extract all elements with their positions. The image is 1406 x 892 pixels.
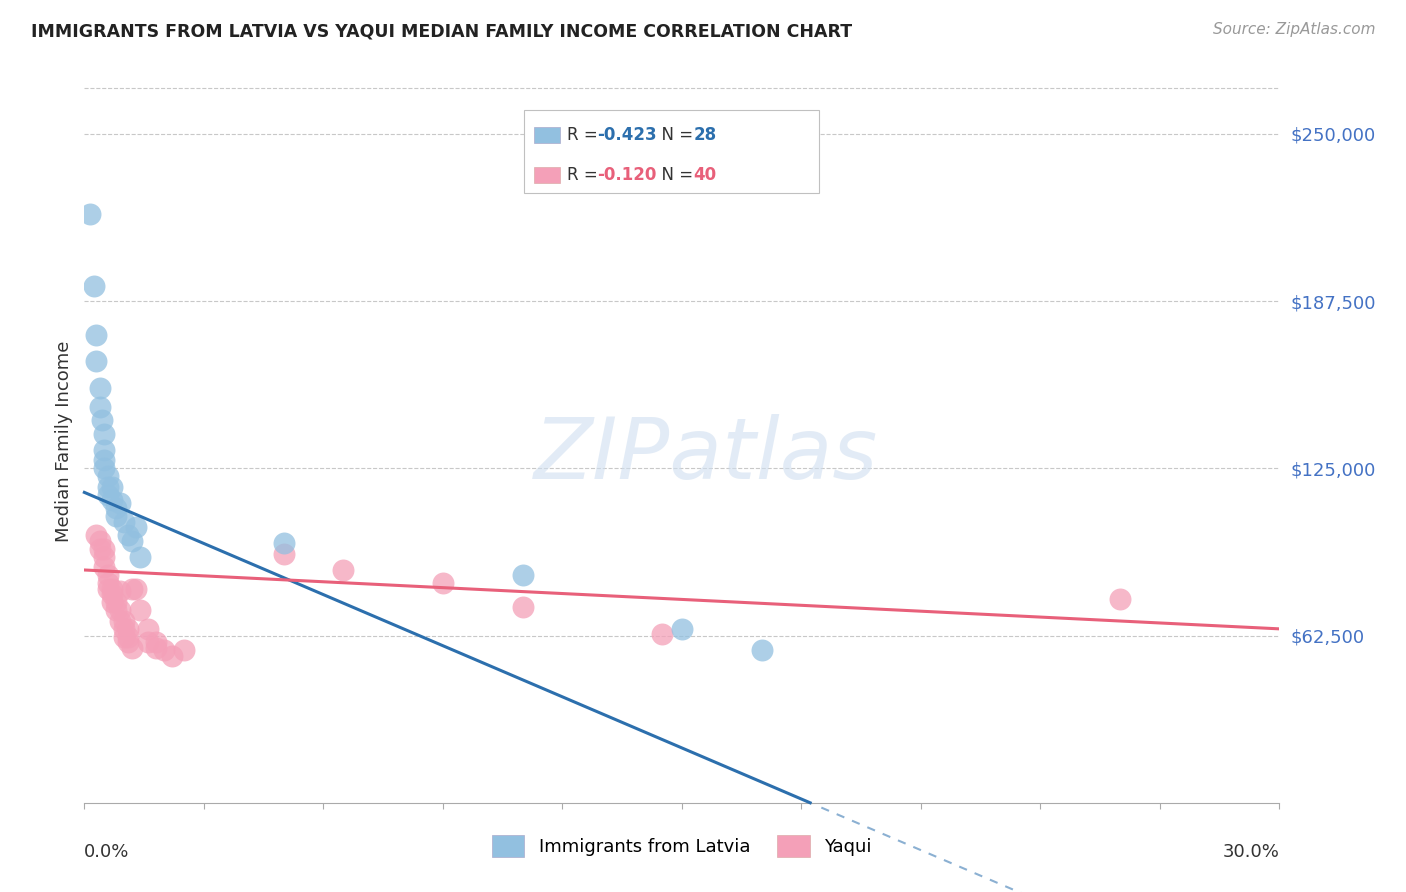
Text: N =: N =	[651, 166, 699, 184]
Point	[432, 576, 454, 591]
Point	[332, 563, 354, 577]
Point	[117, 528, 139, 542]
Point	[112, 515, 135, 529]
Point	[129, 603, 152, 617]
Point	[93, 560, 115, 574]
Point	[93, 549, 115, 564]
Text: N =: N =	[651, 126, 699, 145]
Point	[110, 614, 132, 628]
Point	[97, 582, 120, 596]
Text: 30.0%: 30.0%	[1223, 843, 1279, 861]
Point	[117, 630, 139, 644]
Point	[97, 480, 120, 494]
Text: 28: 28	[693, 126, 716, 145]
Point	[125, 582, 148, 596]
Point	[129, 549, 152, 564]
Point	[101, 587, 124, 601]
Point	[112, 630, 135, 644]
Point	[86, 354, 108, 368]
Point	[89, 381, 111, 395]
Point	[105, 501, 128, 516]
Point	[97, 576, 120, 591]
Point	[93, 426, 115, 441]
Point	[101, 595, 124, 609]
Text: R =: R =	[567, 126, 603, 145]
Text: IMMIGRANTS FROM LATVIA VS YAQUI MEDIAN FAMILY INCOME CORRELATION CHART: IMMIGRANTS FROM LATVIA VS YAQUI MEDIAN F…	[31, 22, 852, 40]
Point	[89, 541, 111, 556]
Point	[101, 480, 124, 494]
Point	[97, 488, 120, 502]
Point	[89, 533, 111, 548]
Point	[89, 400, 111, 414]
Point	[93, 453, 115, 467]
Point	[110, 496, 132, 510]
Point	[112, 614, 135, 628]
Point	[97, 568, 120, 582]
Point	[101, 493, 124, 508]
Point	[105, 603, 128, 617]
Point	[145, 635, 167, 649]
Point	[121, 582, 143, 596]
Point	[751, 643, 773, 657]
Point	[136, 635, 159, 649]
Text: -0.120: -0.120	[598, 166, 657, 184]
Point	[110, 584, 132, 599]
Point	[121, 640, 143, 655]
Point	[117, 635, 139, 649]
Point	[79, 207, 101, 221]
Point	[91, 413, 114, 427]
Text: ZIPatlas: ZIPatlas	[534, 415, 877, 498]
Point	[160, 648, 183, 663]
Point	[153, 643, 176, 657]
Y-axis label: Median Family Income: Median Family Income	[55, 341, 73, 542]
Point	[671, 622, 693, 636]
Point	[93, 461, 115, 475]
Point	[101, 582, 124, 596]
Point	[93, 442, 115, 457]
Text: -0.423: -0.423	[598, 126, 657, 145]
Point	[651, 627, 673, 641]
Legend: Immigrants from Latvia, Yaqui: Immigrants from Latvia, Yaqui	[482, 826, 882, 866]
Point	[86, 327, 108, 342]
Point	[110, 603, 132, 617]
Point	[105, 595, 128, 609]
Point	[93, 541, 115, 556]
Point	[512, 600, 534, 615]
Point	[105, 509, 128, 524]
Point	[273, 547, 295, 561]
Point	[121, 533, 143, 548]
Text: 0.0%: 0.0%	[84, 843, 129, 861]
Point	[173, 643, 195, 657]
Point	[112, 622, 135, 636]
Text: Source: ZipAtlas.com: Source: ZipAtlas.com	[1212, 22, 1375, 37]
Point	[125, 520, 148, 534]
Point	[117, 622, 139, 636]
Text: R =: R =	[567, 166, 603, 184]
Point	[145, 640, 167, 655]
Point	[136, 622, 159, 636]
Text: 40: 40	[693, 166, 716, 184]
Point	[1109, 592, 1132, 607]
Point	[86, 528, 108, 542]
Point	[97, 469, 120, 483]
Point	[273, 536, 295, 550]
Point	[83, 279, 105, 293]
Point	[512, 568, 534, 582]
